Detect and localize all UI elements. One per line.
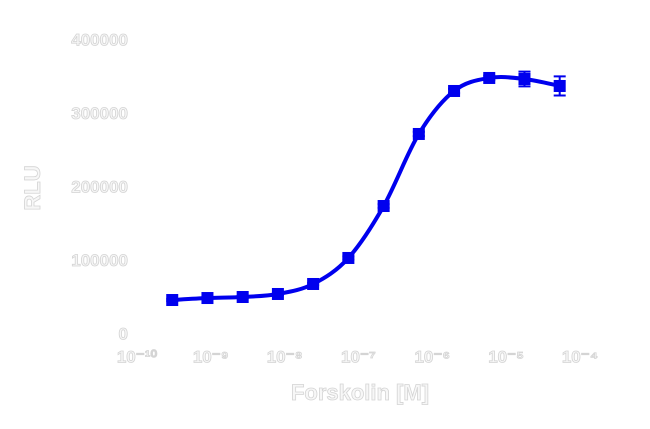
marker [412, 127, 425, 140]
x-axis-label: Forskolin [M] [291, 380, 429, 405]
y-axis-label: RLU [20, 165, 45, 210]
marker [553, 79, 566, 92]
marker [483, 71, 496, 84]
marker [201, 292, 214, 305]
x-tick-label: 10⁻⁹ [193, 347, 229, 366]
y-tick-label: 100000 [71, 251, 128, 270]
marker [271, 287, 284, 300]
marker [518, 72, 531, 85]
y-tick-label: 0 [119, 324, 128, 343]
fit-curve [172, 75, 561, 303]
x-tick-label: 10⁻⁵ [488, 347, 524, 366]
marker [342, 251, 355, 264]
x-tick-label: 10⁻¹⁰ [117, 347, 158, 366]
marker [307, 277, 320, 290]
x-tick-label: 10⁻⁸ [267, 347, 303, 366]
x-tick-label: 10⁻⁶ [414, 347, 450, 366]
marker [377, 200, 390, 213]
x-tick-label: 10⁻⁷ [341, 347, 376, 366]
y-tick-label: 400000 [71, 30, 128, 49]
y-tick-label: 300000 [71, 104, 128, 123]
marker [448, 84, 461, 97]
y-tick-label: 200000 [71, 177, 128, 196]
marker [166, 294, 179, 307]
marker [236, 291, 249, 304]
x-tick-label: 10⁻⁴ [562, 347, 598, 366]
